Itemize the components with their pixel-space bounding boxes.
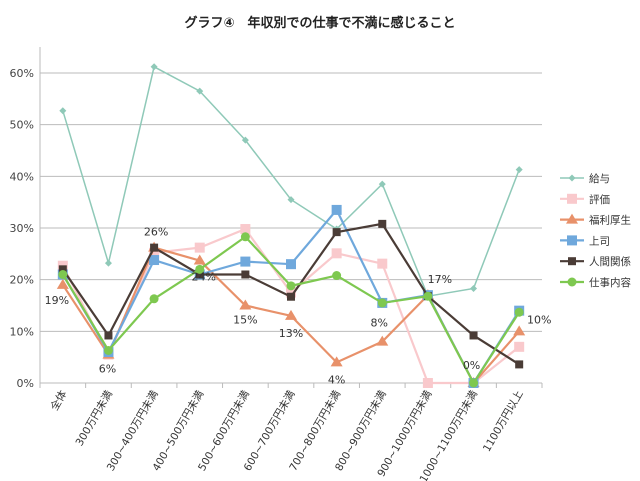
- data-point: [330, 356, 343, 367]
- data-label: 19%: [45, 294, 69, 307]
- y-tick-label: 50%: [10, 119, 34, 132]
- chart-title: グラフ④ 年収別での仕事で不満に感じること: [184, 16, 456, 31]
- x-tick-label: 1100万円以上: [481, 389, 526, 455]
- data-point: [149, 247, 160, 258]
- data-point: [332, 228, 341, 237]
- data-point: [286, 287, 296, 298]
- data-point: [568, 174, 576, 182]
- data-label: 17%: [428, 273, 452, 286]
- data-point: [515, 166, 523, 174]
- data-point: [241, 270, 250, 279]
- data-label: 26%: [144, 226, 168, 239]
- x-tick-label: 300万円未満: [74, 388, 116, 448]
- data-point: [150, 63, 158, 71]
- data-point: [567, 193, 577, 204]
- data-point: [103, 345, 113, 355]
- data-point: [58, 270, 68, 279]
- series-1: [57, 224, 525, 388]
- data-point: [423, 291, 433, 301]
- data-point: [287, 292, 295, 301]
- data-point: [568, 257, 576, 266]
- data-point: [193, 254, 206, 265]
- y-tick-label: 60%: [10, 67, 34, 80]
- legend-label: 上司: [589, 235, 610, 247]
- data-point: [241, 136, 249, 144]
- data-point: [422, 378, 433, 388]
- data-point: [56, 278, 69, 289]
- data-point: [239, 299, 252, 310]
- legend-label: 福利厚生: [589, 214, 631, 227]
- y-tick-label: 40%: [10, 170, 34, 183]
- data-point: [59, 107, 67, 115]
- data-label: 4%: [328, 373, 345, 386]
- legend-label: 評価: [589, 193, 610, 206]
- data-point: [58, 265, 67, 274]
- y-tick-label: 20%: [10, 274, 34, 287]
- data-point: [195, 270, 204, 279]
- data-label: 6%: [99, 363, 116, 376]
- data-point: [287, 196, 295, 204]
- data-point: [378, 180, 386, 188]
- data-point: [286, 259, 296, 270]
- data-point: [376, 335, 389, 346]
- data-point: [286, 281, 296, 291]
- data-point: [331, 204, 342, 215]
- data-point: [240, 232, 250, 242]
- data-point: [514, 307, 524, 317]
- data-point: [104, 331, 113, 340]
- x-tick-label: 500~600万円未満: [196, 388, 252, 473]
- data-point: [331, 248, 342, 259]
- data-point: [566, 213, 578, 224]
- y-tick-label: 10%: [10, 325, 34, 338]
- x-tick-label: 600~700万円未満: [242, 388, 298, 473]
- data-point: [513, 325, 526, 336]
- data-label: 0%: [463, 359, 480, 372]
- data-point: [195, 264, 205, 274]
- series-5: [58, 232, 524, 388]
- data-label: 15%: [233, 314, 257, 327]
- data-point: [285, 309, 297, 320]
- data-point: [469, 331, 478, 340]
- series-4: [58, 219, 524, 369]
- data-point: [240, 256, 251, 267]
- data-point: [378, 219, 387, 228]
- data-point: [514, 341, 525, 352]
- y-tick-label: 30%: [10, 222, 34, 235]
- data-label: 13%: [279, 327, 303, 340]
- data-point: [377, 258, 388, 269]
- data-point: [194, 242, 205, 253]
- legend-label: 仕事内容: [589, 276, 631, 289]
- data-point: [567, 235, 577, 246]
- legend-label: 人間関係: [589, 256, 631, 268]
- legend-label: 給与: [589, 172, 610, 185]
- x-tick-label: 全体: [48, 388, 70, 413]
- data-point: [470, 284, 478, 292]
- data-point: [196, 87, 204, 95]
- x-tick-label: 800~900万円未満: [333, 388, 389, 473]
- data-point: [377, 298, 387, 308]
- data-point: [104, 259, 112, 267]
- x-tick-label: 700~800万円未満: [287, 388, 343, 473]
- x-tick-label: 300~400万円未満: [105, 388, 161, 473]
- data-point: [240, 224, 251, 235]
- data-point: [149, 294, 159, 304]
- data-point: [149, 255, 160, 266]
- data-point: [469, 378, 479, 388]
- y-tick-label: 0%: [17, 377, 34, 390]
- series-0: [59, 63, 523, 300]
- data-point: [332, 271, 342, 281]
- data-label: 8%: [371, 317, 388, 330]
- data-point: [150, 243, 159, 252]
- data-point: [567, 277, 577, 287]
- data-label: 10%: [527, 313, 551, 326]
- x-tick-label: 400~500万円未満: [150, 388, 206, 473]
- data-label: 24%: [192, 271, 216, 284]
- data-point: [515, 360, 524, 369]
